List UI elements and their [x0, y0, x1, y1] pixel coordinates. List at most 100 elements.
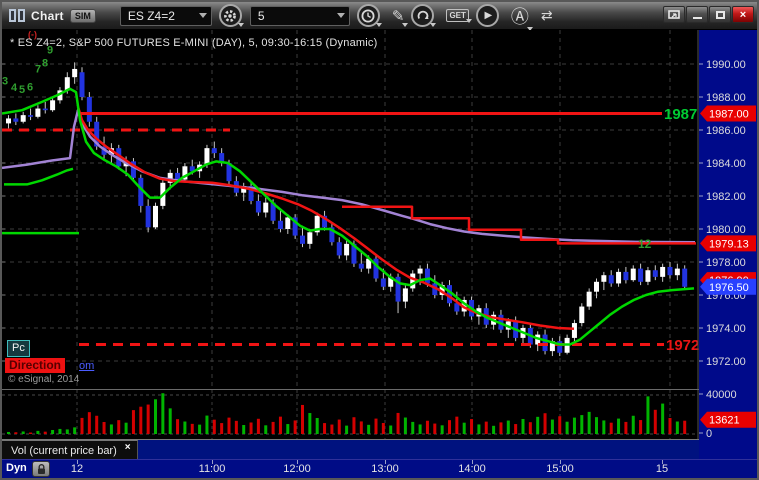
volume-bars [2, 390, 699, 439]
chevron-down-icon [375, 23, 382, 27]
volume-bar [580, 415, 584, 434]
get-data-button[interactable]: GET [446, 9, 472, 23]
volume-bar [337, 419, 341, 434]
popout-window-button[interactable] [663, 6, 685, 23]
sim-mode-badge: SIM [69, 8, 96, 23]
lock-icon [37, 463, 45, 474]
volume-bar [286, 424, 290, 434]
volume-bar [301, 404, 304, 434]
volume-bar [29, 432, 33, 434]
candle-body [167, 172, 173, 183]
volume-bar [330, 424, 334, 434]
volume-bar [65, 429, 69, 434]
clock-icon [361, 9, 375, 22]
volume-bar [675, 421, 679, 434]
candle-body [351, 243, 357, 264]
interval-combobox[interactable]: 5 [249, 5, 350, 26]
volume-bar [536, 416, 540, 434]
candle-body [175, 172, 181, 180]
volume-bar [477, 424, 481, 434]
price-tag-text: 1987.00 [709, 109, 749, 121]
direction-indicator-label: Direction [5, 358, 66, 373]
candle-body [623, 271, 629, 281]
volume-bar [528, 422, 532, 434]
refresh-data-button[interactable] [411, 4, 437, 27]
symbol-combobox[interactable]: ES Z4=2 [119, 5, 212, 26]
link-symbol-button[interactable]: ⇄ [541, 7, 553, 24]
circled-a-icon: Ⓐ [510, 6, 529, 27]
candle-body [373, 258, 379, 279]
time-tick [472, 460, 473, 464]
red-ma [76, 106, 575, 331]
volume-bar [617, 418, 621, 434]
volume-bar [455, 416, 459, 434]
count-label: 12 [638, 237, 652, 251]
volume-bar [484, 421, 488, 434]
volume-bar [7, 431, 10, 434]
axis-tick-label: 1972.00 [706, 356, 746, 368]
volume-bar [14, 432, 18, 434]
count-label: 8 [42, 57, 48, 69]
auto-trade-button[interactable]: Ⓐ [510, 3, 533, 31]
volume-bar [212, 419, 216, 434]
candle-body [116, 148, 122, 167]
time-tick [662, 460, 663, 464]
volume-bar [198, 424, 202, 434]
green-fast-ma [2, 87, 695, 346]
candle-body [395, 276, 401, 302]
volume-bar [87, 412, 91, 434]
candle-body [329, 227, 335, 243]
time-tick [77, 460, 78, 464]
time-label: 11:00 [198, 463, 226, 475]
candle-body [594, 281, 599, 292]
axis-tick-label: 1986.00 [706, 125, 746, 137]
chevron-down-icon [336, 13, 345, 18]
volume-bar [462, 422, 466, 434]
close-button[interactable]: × [732, 6, 754, 23]
candle-body [300, 235, 305, 244]
candle-body [417, 268, 423, 274]
play-replay-button[interactable]: ▶ [475, 4, 499, 27]
axis-tick-label: 1988.00 [706, 92, 746, 104]
volume-bar [448, 420, 451, 434]
price-axis[interactable]: 1990.00 1988.00 1986.00 1984.00 1982.00 1980.… [699, 30, 757, 459]
candle-body [322, 215, 328, 228]
candle-body [402, 288, 408, 302]
chevron-down-icon [526, 26, 533, 31]
chevron-down-icon [465, 19, 472, 23]
candle-body [380, 278, 386, 287]
volume-bar [352, 417, 356, 434]
volume-bar [367, 424, 371, 434]
volume-bar [609, 422, 613, 434]
candle-body [461, 299, 467, 312]
price-tag [700, 278, 756, 295]
study-tab-strip: Vol (current price bar) × [2, 439, 699, 460]
time-template-button[interactable] [356, 4, 382, 27]
time-tick [560, 460, 561, 464]
price-chart-pane: 1987 1972 (-) 3 4 5 6 7 8 9 12 * ES Z4=2, S&P 500 … [2, 30, 699, 389]
candle-body [674, 268, 680, 276]
dyn-mode-label[interactable]: Dyn [6, 462, 27, 474]
volume-study-tab[interactable]: Vol (current price bar) × [2, 440, 138, 460]
volume-bar [102, 422, 106, 434]
direction-link[interactable]: om [79, 360, 95, 372]
time-tick [297, 460, 298, 464]
gear-icon [224, 9, 237, 22]
volume-bar [425, 420, 429, 434]
symbol-settings-button[interactable] [218, 4, 244, 27]
close-study-icon[interactable]: × [124, 441, 131, 453]
candle-body [248, 186, 254, 201]
maximize-button[interactable] [709, 6, 731, 23]
candle-body [439, 285, 445, 295]
minimize-button[interactable] [686, 6, 708, 23]
price-tag [700, 235, 756, 252]
candle-body [424, 268, 430, 284]
candle-body [263, 202, 269, 213]
draw-tool-button[interactable]: ✎ [392, 7, 409, 27]
candle-body [432, 283, 438, 295]
chevron-down-icon [237, 23, 244, 27]
lock-scale-button[interactable] [32, 461, 50, 477]
volume-bar [154, 399, 157, 434]
time-axis[interactable]: Dyn 12 11:00 12:00 13:00 14:00 15:00 15 [2, 459, 757, 478]
